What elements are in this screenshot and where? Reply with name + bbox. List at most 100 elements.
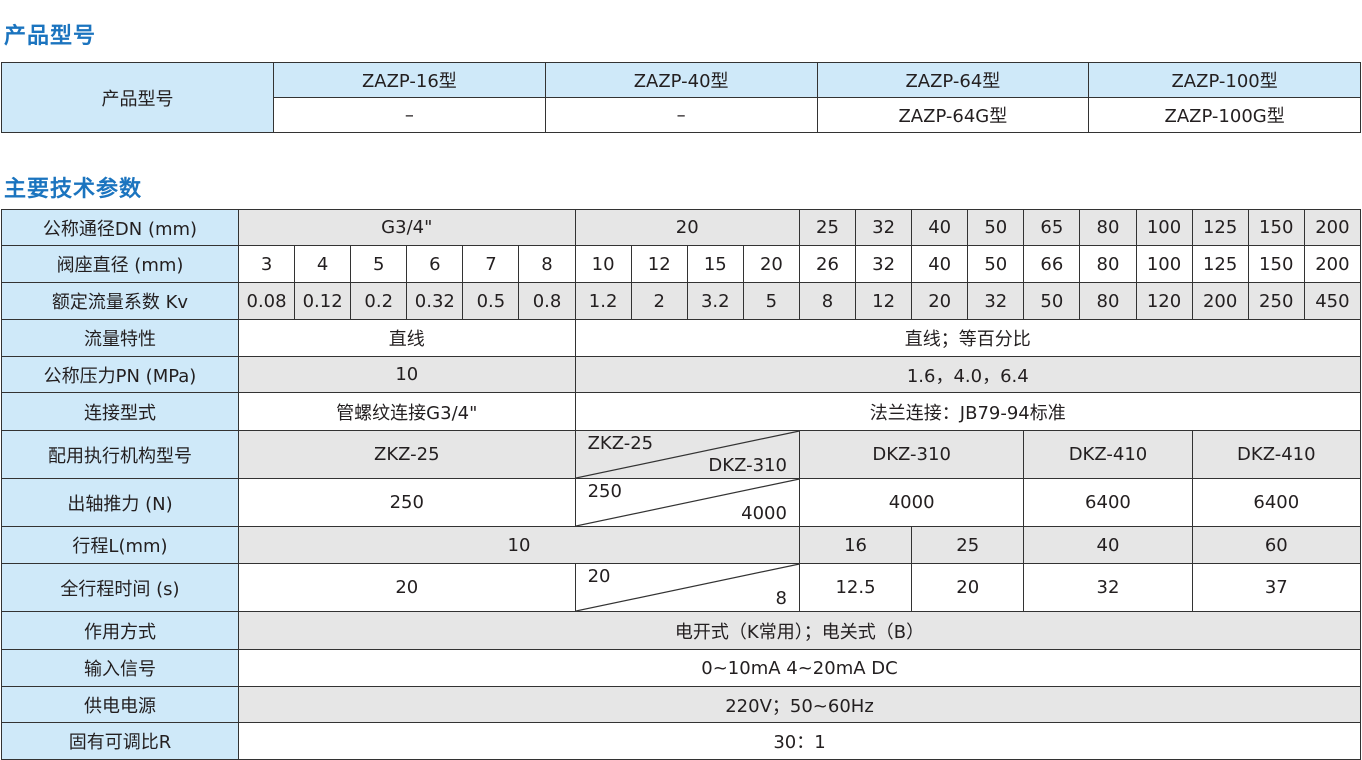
value-cell: 10 (574, 245, 632, 283)
value-cell: 2 (630, 282, 688, 320)
row-label: 额定流量系数 Kv (1, 282, 239, 320)
table-row: 流量特性 直线 直线；等百分比 (1, 319, 1362, 357)
value-cell: 管螺纹连接G3/4" (238, 392, 576, 431)
row-label: 固有可调比R (1, 722, 239, 760)
value-cell: DKZ-410 (1191, 430, 1362, 479)
row-label: 阀座直径 (mm) (1, 245, 239, 283)
tech-params-title: 主要技术参数 (4, 177, 143, 202)
value-cell: ZKZ-25 (238, 430, 576, 479)
row-label: 全行程时间 (s) (1, 563, 239, 612)
value-cell: 20 (742, 245, 800, 283)
value-cell: 0.12 (294, 282, 352, 320)
value-cell: 50 (967, 245, 1025, 283)
split-cell-top: 20 (587, 566, 611, 587)
value-cell: 450 (1303, 282, 1362, 320)
value-cell: 150 (1247, 209, 1305, 246)
table-row: 行程L(mm) 10 16 25 40 60 (1, 526, 1362, 564)
value-cell: 50 (967, 209, 1025, 246)
row-label: 行程L(mm) (1, 526, 239, 564)
value-cell: 100 (1135, 245, 1193, 283)
value-cell: 6400 (1023, 478, 1193, 527)
value-cell: 0.2 (350, 282, 408, 320)
variant-cell: ZAZP-100G型 (1088, 97, 1361, 133)
value-cell: 80 (1079, 282, 1137, 320)
diagonal-divider (576, 564, 799, 611)
tech-params-table: 公称通径DN (mm) G3/4" 20 25 32 40 50 65 80 100 125 150 2… (1, 209, 1362, 760)
variant-cell: – (273, 97, 546, 133)
variant-cell: ZAZP-64G型 (816, 97, 1090, 133)
table-row: 固有可调比R 30：1 (1, 722, 1361, 760)
value-cell: 直线 (238, 319, 576, 357)
row-label: 产品型号 (1, 62, 274, 133)
table-row: 输入信号 0~10mA 4~20mA DC (1, 649, 1361, 687)
value-cell: 150 (1247, 245, 1305, 283)
table-row: – – ZAZP-64G型 ZAZP-100G型 (2, 97, 1361, 133)
value-cell: 120 (1135, 282, 1193, 320)
value-cell: G3/4" (238, 209, 576, 246)
row-label: 公称压力PN (MPa) (1, 356, 239, 393)
value-cell: 12 (855, 282, 913, 320)
value-cell: 0.5 (462, 282, 520, 320)
value-cell: 200 (1303, 245, 1362, 283)
model-cell: ZAZP-64型 (816, 62, 1090, 98)
value-cell: 66 (1023, 245, 1081, 283)
table-row: 作用方式 电开式（K常用）；电关式（B） (1, 611, 1361, 650)
value-cell: 80 (1079, 245, 1137, 283)
value-cell: 3 (237, 245, 296, 283)
split-cell: 250 4000 (574, 478, 800, 527)
value-cell: 4 (294, 245, 352, 283)
value-cell: 32 (967, 282, 1025, 320)
value-cell: 12 (630, 245, 688, 283)
split-cell: ZKZ-25 DKZ-310 (574, 430, 800, 479)
value-cell: 20 (911, 563, 1025, 612)
value-cell: 12.5 (798, 563, 913, 612)
value-cell: 8 (518, 245, 576, 283)
row-label: 公称通径DN (mm) (1, 209, 239, 246)
value-cell: 20 (574, 209, 800, 246)
value-cell: 10 (238, 526, 800, 564)
value-cell: 250 (1247, 282, 1305, 320)
table-row: 产品型号 ZAZP-16型 ZAZP-40型 ZAZP-64型 ZAZP-100… (1, 62, 1361, 133)
value-cell: 125 (1191, 209, 1249, 246)
value-cell: 4000 (798, 478, 1025, 527)
split-cell-bottom: 8 (775, 588, 787, 609)
split-cell-bottom: 4000 (741, 503, 787, 524)
value-cell: 5 (350, 245, 408, 283)
value-cell: 50 (1023, 282, 1081, 320)
value-cell: DKZ-410 (1023, 430, 1193, 479)
value-cell: 32 (855, 245, 913, 283)
diagonal-divider (576, 479, 799, 526)
row-label: 流量特性 (1, 319, 239, 357)
model-cell: ZAZP-40型 (544, 62, 818, 98)
value-cell: 37 (1191, 563, 1362, 612)
value-cell: 26 (798, 245, 857, 283)
value-cell: 20 (911, 282, 969, 320)
split-cell-top: ZKZ-25 (587, 433, 654, 454)
value-cell: 20 (238, 563, 576, 612)
diagonal-divider (576, 431, 799, 478)
value-cell: 30：1 (238, 722, 1361, 760)
value-cell: 1.6，4.0，6.4 (574, 356, 1362, 393)
value-cell: DKZ-310 (798, 430, 1025, 479)
value-cell: 32 (855, 209, 913, 246)
row-label: 出轴推力 (N) (1, 478, 239, 527)
row-label: 连接型式 (1, 392, 239, 431)
value-cell: 25 (911, 526, 1025, 564)
value-cell: 3.2 (686, 282, 744, 320)
value-cell: 80 (1079, 209, 1137, 246)
row-label: 输入信号 (1, 649, 239, 687)
value-cell: 1.2 (574, 282, 632, 320)
value-cell: 0.08 (237, 282, 296, 320)
value-cell: 65 (1023, 209, 1081, 246)
value-cell: 10 (238, 356, 576, 393)
table-row: 额定流量系数 Kv 0.08 0.12 0.2 0.32 0.5 0.8 1.2 2 3.2 5 8 1… (1, 282, 1362, 320)
table-row: 全行程时间 (s) 20 20 8 12.5 20 32 37 (1, 563, 1362, 612)
value-cell: 40 (911, 209, 969, 246)
split-cell: 20 8 (574, 563, 800, 612)
value-cell: 法兰连接：JB79-94标准 (574, 392, 1362, 431)
value-cell: 16 (798, 526, 913, 564)
value-cell: 0.32 (406, 282, 464, 320)
value-cell: 200 (1191, 282, 1249, 320)
value-cell: 6 (406, 245, 464, 283)
table-row: 配用执行机构型号 ZKZ-25 ZKZ-25 DKZ-310 DKZ-310 DKZ-41… (1, 430, 1362, 479)
